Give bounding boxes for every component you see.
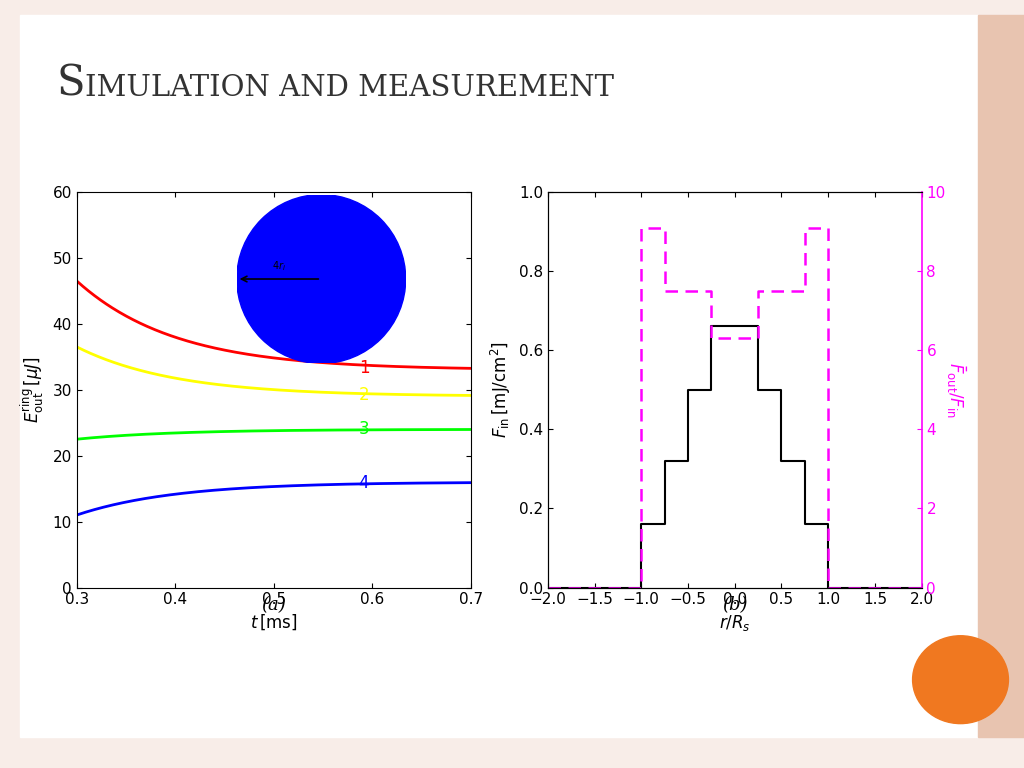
Text: Sɪmulation and measurement: Sɪmulation and measurement bbox=[56, 94, 78, 96]
Ellipse shape bbox=[912, 636, 1009, 723]
Text: 1: 1 bbox=[358, 359, 370, 377]
Text: 2: 2 bbox=[358, 386, 370, 405]
Text: (b): (b) bbox=[722, 597, 748, 614]
Circle shape bbox=[294, 252, 348, 306]
Text: IMULATION AND MEASUREMENT: IMULATION AND MEASUREMENT bbox=[85, 74, 614, 102]
Text: (a): (a) bbox=[261, 597, 287, 614]
Circle shape bbox=[237, 194, 406, 363]
Text: 4: 4 bbox=[358, 474, 370, 492]
Text: S: S bbox=[56, 63, 85, 105]
Bar bbox=[978, 15, 1024, 737]
X-axis label: $t\,[\mathrm{ms}]$: $t\,[\mathrm{ms}]$ bbox=[250, 613, 298, 633]
Circle shape bbox=[260, 218, 382, 339]
Text: 3: 3 bbox=[358, 421, 370, 439]
Y-axis label: $F_{\mathrm{in}}\,[\mathrm{mJ/cm}^2]$: $F_{\mathrm{in}}\,[\mathrm{mJ/cm}^2]$ bbox=[489, 341, 513, 439]
Circle shape bbox=[308, 266, 334, 292]
Text: $4r_i$: $4r_i$ bbox=[272, 259, 286, 273]
Y-axis label: $E_{\mathrm{out}}^{\mathrm{ring}}\,[\mu J]$: $E_{\mathrm{out}}^{\mathrm{ring}}\,[\mu … bbox=[18, 356, 47, 423]
X-axis label: $r/R_s$: $r/R_s$ bbox=[719, 613, 751, 633]
Circle shape bbox=[278, 235, 366, 323]
Y-axis label: $\bar{F}_{\mathrm{out}}/F_{\mathrm{in}}$: $\bar{F}_{\mathrm{out}}/F_{\mathrm{in}}$ bbox=[944, 362, 968, 418]
